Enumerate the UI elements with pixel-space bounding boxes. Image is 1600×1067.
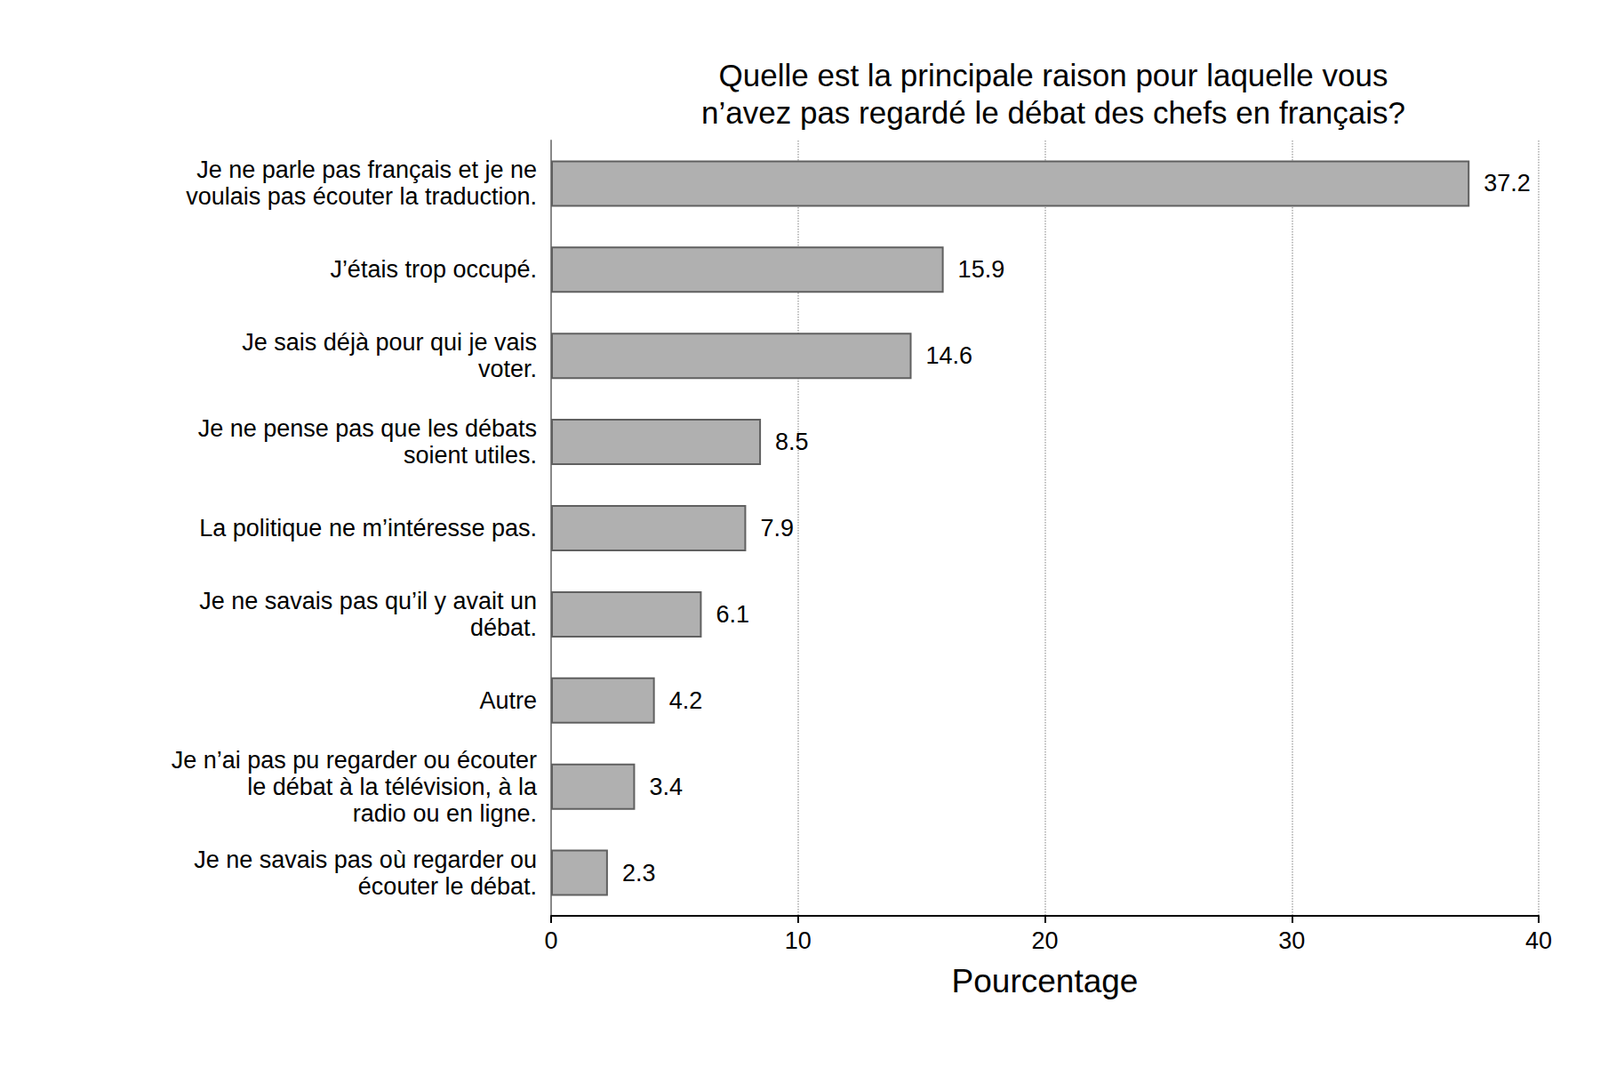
svg-text:Pourcentage: Pourcentage	[952, 962, 1139, 1000]
svg-text:0: 0	[544, 927, 558, 954]
svg-text:2.3: 2.3	[622, 859, 656, 887]
svg-text:Quelle est la principale raiso: Quelle est la principale raison pour laq…	[719, 57, 1389, 93]
svg-text:écouter le débat.: écouter le débat.	[358, 872, 537, 900]
svg-text:20: 20	[1031, 927, 1058, 954]
svg-text:10: 10	[784, 927, 812, 954]
svg-text:La politique ne m’intéresse pa: La politique ne m’intéresse pas.	[199, 514, 537, 542]
svg-text:Je ne savais pas où regarder o: Je ne savais pas où regarder ou	[193, 846, 537, 873]
svg-text:Je ne parle pas français et je: Je ne parle pas français et je ne	[196, 156, 537, 184]
svg-text:4.2: 4.2	[669, 687, 704, 714]
svg-text:n’avez pas regardé le débat de: n’avez pas regardé le débat des chefs en…	[701, 95, 1406, 130]
svg-text:3.4: 3.4	[648, 773, 683, 800]
svg-text:débat.: débat.	[470, 614, 537, 641]
svg-text:Je sais déjà pour qui je vais: Je sais déjà pour qui je vais	[241, 328, 537, 356]
svg-text:le débat à la télévision, à la: le débat à la télévision, à la	[247, 773, 538, 800]
svg-text:8.5: 8.5	[775, 428, 809, 456]
svg-text:soient utiles.: soient utiles.	[403, 441, 537, 469]
svg-text:14.6: 14.6	[926, 342, 974, 369]
svg-text:Je ne savais pas qu’il y avait: Je ne savais pas qu’il y avait un	[199, 587, 537, 615]
svg-text:J’étais trop occupé.: J’étais trop occupé.	[329, 256, 537, 283]
svg-text:voter.: voter.	[478, 355, 537, 383]
svg-text:Autre: Autre	[479, 687, 537, 714]
svg-text:6.1: 6.1	[715, 600, 750, 628]
svg-text:radio ou en ligne.: radio ou en ligne.	[352, 800, 537, 827]
svg-text:40: 40	[1525, 927, 1552, 954]
svg-text:Je ne pense pas que les débats: Je ne pense pas que les débats	[198, 415, 537, 442]
svg-text:Je n’ai pas pu regarder ou éco: Je n’ai pas pu regarder ou écouter	[171, 746, 537, 774]
svg-text:30: 30	[1278, 927, 1305, 954]
svg-text:37.2: 37.2	[1483, 169, 1531, 197]
svg-text:15.9: 15.9	[958, 256, 1006, 283]
svg-text:voulais pas écouter la traduct: voulais pas écouter la traduction.	[185, 183, 537, 210]
svg-text:7.9: 7.9	[760, 514, 794, 542]
